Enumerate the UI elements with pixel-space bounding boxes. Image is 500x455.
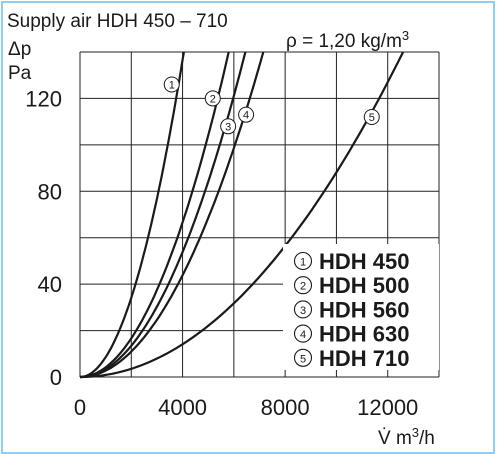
- y-axis-symbol: Δp: [8, 39, 31, 60]
- legend-symbol-number-1: 1: [300, 257, 306, 269]
- x-tick-label: 8000: [261, 395, 310, 420]
- legend-symbol-number-5: 5: [300, 353, 306, 365]
- series-marker-5: 5: [363, 109, 380, 125]
- series-marker-number-3: 3: [225, 121, 231, 133]
- density-note: ρ = 1,20 kg/m3: [286, 28, 409, 52]
- legend-symbol-circle-5: [293, 348, 313, 367]
- series-line-3: [79, 51, 247, 379]
- y-tick-label: 80: [38, 179, 62, 204]
- y-tick-labels: 0 40 80 120: [25, 86, 62, 390]
- legend-item-3: 3 HDH 560: [293, 297, 409, 322]
- legend-symbol-number-2: 2: [300, 281, 306, 293]
- series-marker-circle-4: [238, 106, 255, 123]
- legend-symbol-circle-1: [293, 251, 313, 271]
- x-tick-label: 4000: [158, 395, 207, 420]
- series-marker-number-1: 1: [169, 80, 175, 92]
- legend-item-1: 1 HDH 450: [293, 249, 409, 274]
- series-marker-2: 2: [204, 90, 221, 107]
- series-marker-number-4: 4: [243, 110, 249, 122]
- series-marker-circle-3: [220, 118, 237, 135]
- series-marker-circle-5: [363, 109, 380, 125]
- x-tick-label: 12000: [357, 395, 418, 420]
- series-marker-number-5: 5: [369, 112, 375, 124]
- legend-item-4: 4 HDH 630: [293, 322, 409, 347]
- series-marker-circle-2: [204, 90, 221, 107]
- legend-label-1: HDH 450: [319, 249, 409, 274]
- legend-symbol-circle-2: [293, 276, 313, 295]
- series-line-2: [79, 51, 230, 379]
- legend-label-2: HDH 500: [319, 273, 409, 298]
- legend-symbol-circle-3: [293, 300, 313, 319]
- legend-label-5: HDH 710: [319, 346, 409, 371]
- series-line-5: [79, 51, 405, 379]
- legend-item-2: 2 HDH 500: [293, 273, 409, 298]
- legend-symbol-number-4: 4: [300, 329, 306, 341]
- series-marker-3: 3: [220, 118, 237, 135]
- legend-item-5: 5 HDH 710: [293, 346, 409, 371]
- y-tick-label: 120: [25, 86, 62, 111]
- legend-symbol-number-3: 3: [300, 305, 306, 317]
- legend-label-3: HDH 560: [319, 297, 409, 322]
- y-axis-unit: Pa: [8, 63, 32, 84]
- legend-symbol-circle-4: [293, 324, 313, 343]
- x-axis-label: V̇ m3/h: [378, 425, 435, 449]
- legend: 1 HDH 450 2 HDH 500 3 HDH 560 4 HDH 630 5 HDH 710: [293, 249, 409, 371]
- series-marker-4: 4: [238, 106, 255, 123]
- y-tick-label: 40: [38, 272, 62, 297]
- curves: [79, 51, 405, 379]
- x-tick-label: 0: [74, 395, 86, 420]
- curve-markers: 1 2 34 5: [163, 76, 380, 135]
- x-tick-labels: 0 4000 8000 12000: [74, 395, 418, 420]
- legend-label-4: HDH 630: [319, 322, 409, 347]
- series-marker-circle-1: [163, 76, 180, 93]
- series-marker-number-2: 2: [210, 93, 216, 105]
- series-line-1: [79, 51, 185, 379]
- series-line-4: [79, 51, 265, 379]
- y-tick-label: 0: [50, 365, 62, 390]
- series-marker-1: 1: [163, 76, 180, 93]
- chart-title: Supply air HDH 450 – 710: [7, 11, 228, 32]
